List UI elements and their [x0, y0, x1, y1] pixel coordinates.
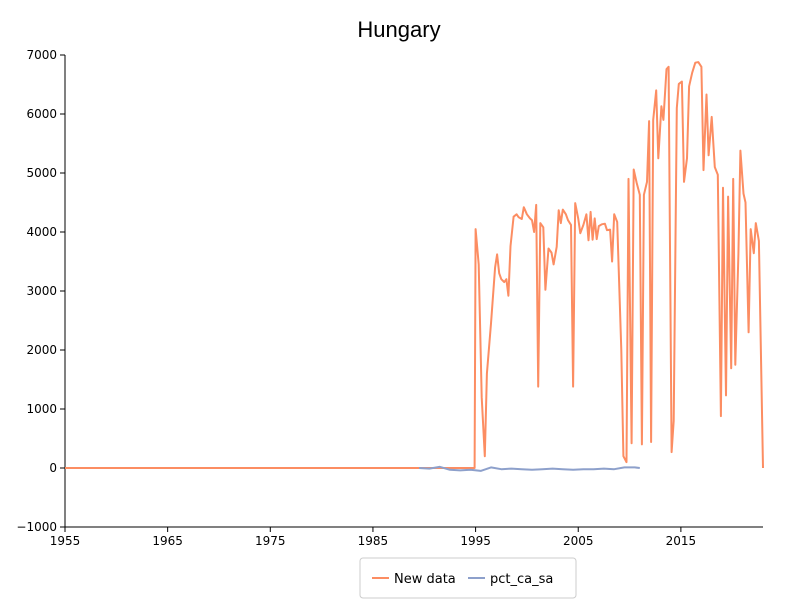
y-tick-label: 5000: [26, 166, 57, 180]
y-tick-label: 4000: [26, 225, 57, 239]
chart-title: Hungary: [357, 17, 440, 42]
legend-label-1: pct_ca_sa: [490, 572, 553, 587]
y-tick-label: 6000: [26, 107, 57, 121]
legend: New data pct_ca_sa: [359, 557, 577, 599]
series-line-1: [419, 465, 640, 472]
x-tick-label: 1955: [50, 534, 81, 548]
axes: −1000 0 1000 2000 3000 4000 5000 6000 7000 1955 19…: [16, 48, 763, 548]
x-tick-label: 1965: [152, 534, 183, 548]
x-tick-label: 1985: [358, 534, 389, 548]
y-tick-label: 1000: [26, 402, 57, 416]
x-tick-label: 2005: [563, 534, 594, 548]
legend-label-0: New data: [394, 572, 456, 587]
y-tick-label: 2000: [26, 343, 57, 357]
series-line-0: [65, 61, 764, 469]
y-tick-label: 7000: [26, 48, 57, 62]
y-tick-label: −1000: [16, 520, 57, 534]
x-tick-label: 1995: [460, 534, 491, 548]
y-tick-label: 3000: [26, 284, 57, 298]
x-tick-label: 2015: [666, 534, 697, 548]
x-tick-label: 1975: [255, 534, 286, 548]
plot-area: [65, 61, 764, 472]
y-tick-label: 0: [49, 461, 57, 475]
